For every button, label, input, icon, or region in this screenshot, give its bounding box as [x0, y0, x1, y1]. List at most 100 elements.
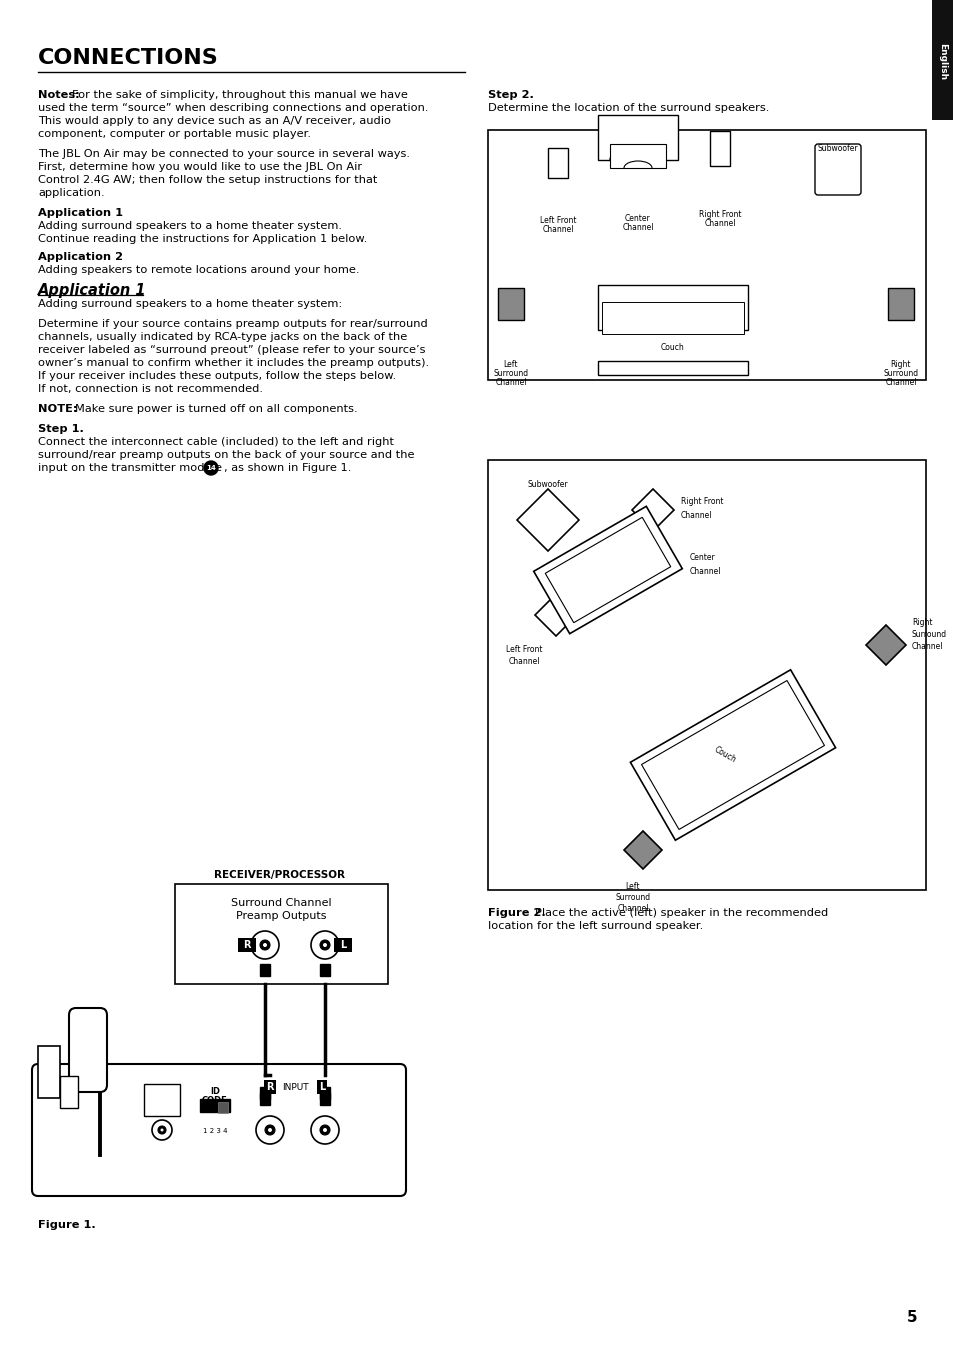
- Text: Channel: Channel: [495, 378, 526, 387]
- Polygon shape: [640, 680, 823, 829]
- Bar: [200, 1099, 230, 1112]
- Text: Surround: Surround: [882, 369, 918, 378]
- Circle shape: [158, 1126, 166, 1134]
- Text: R: R: [243, 940, 251, 950]
- Bar: [601, 302, 743, 333]
- Bar: [260, 964, 270, 976]
- Circle shape: [265, 1125, 274, 1135]
- Text: ID: ID: [210, 1087, 220, 1096]
- Text: For the sake of simplicity, throughout this manual we have: For the sake of simplicity, throughout t…: [71, 90, 408, 100]
- Text: CODE: CODE: [202, 1096, 228, 1106]
- Text: owner’s manual to confirm whether it includes the preamp outputs).: owner’s manual to confirm whether it inc…: [38, 358, 429, 369]
- Bar: [260, 1087, 270, 1099]
- Text: Adding surround speakers to a home theater system.: Adding surround speakers to a home theat…: [38, 221, 341, 231]
- FancyBboxPatch shape: [814, 144, 861, 194]
- Text: First, determine how you would like to use the JBL On Air: First, determine how you would like to u…: [38, 162, 362, 171]
- Text: INPUT: INPUT: [281, 1083, 308, 1092]
- Text: L: L: [339, 940, 346, 950]
- Polygon shape: [517, 489, 578, 551]
- Bar: [218, 1102, 228, 1112]
- Text: Right Front: Right Front: [698, 211, 740, 219]
- Text: Subwoofer: Subwoofer: [527, 481, 568, 489]
- Text: Left Front: Left Front: [539, 216, 576, 225]
- Circle shape: [251, 931, 278, 958]
- Text: Make sure power is turned off on all components.: Make sure power is turned off on all com…: [75, 404, 357, 414]
- Text: Left Front: Left Front: [505, 645, 541, 653]
- Text: Channel: Channel: [680, 512, 712, 521]
- Text: 1 2 3 4: 1 2 3 4: [203, 1129, 227, 1134]
- Text: Application 1: Application 1: [38, 284, 147, 298]
- Text: English: English: [938, 43, 946, 81]
- Bar: [237, 938, 255, 952]
- Text: Determine if your source contains preamp outputs for rear/surround: Determine if your source contains preamp…: [38, 319, 427, 329]
- Text: Channel: Channel: [689, 567, 720, 576]
- Circle shape: [263, 944, 267, 946]
- Circle shape: [319, 1125, 330, 1135]
- Text: Step 1.: Step 1.: [38, 424, 84, 433]
- Text: Couch: Couch: [660, 343, 684, 352]
- Polygon shape: [623, 832, 661, 869]
- Bar: [547, 148, 567, 178]
- Circle shape: [268, 1129, 272, 1133]
- Text: Preamp Outputs: Preamp Outputs: [235, 911, 326, 921]
- Text: If not, connection is not recommended.: If not, connection is not recommended.: [38, 383, 263, 394]
- Text: Channel: Channel: [541, 225, 573, 234]
- Text: Surround Channel: Surround Channel: [231, 898, 331, 909]
- Text: L: L: [318, 1081, 325, 1092]
- Polygon shape: [535, 594, 577, 636]
- Bar: [319, 1087, 330, 1099]
- Polygon shape: [630, 670, 835, 840]
- Bar: [319, 1094, 330, 1106]
- Text: Couch: Couch: [712, 745, 737, 765]
- Bar: [60, 1076, 78, 1108]
- Text: Adding speakers to remote locations around your home.: Adding speakers to remote locations arou…: [38, 265, 359, 275]
- Text: application.: application.: [38, 188, 105, 198]
- Text: NOTE:: NOTE:: [38, 404, 77, 414]
- Polygon shape: [631, 489, 673, 531]
- Text: , as shown in Figure 1.: , as shown in Figure 1.: [224, 463, 351, 472]
- Text: Left: Left: [625, 882, 639, 891]
- Bar: [260, 1094, 270, 1106]
- Bar: [488, 130, 925, 379]
- Text: Center: Center: [689, 554, 715, 563]
- Text: The JBL On Air may be connected to your source in several ways.: The JBL On Air may be connected to your …: [38, 148, 410, 159]
- Text: Step 2.: Step 2.: [488, 90, 534, 100]
- Text: If your receiver includes these outputs, follow the steps below.: If your receiver includes these outputs,…: [38, 371, 395, 381]
- Text: Connect the interconnect cable (included) to the left and right: Connect the interconnect cable (included…: [38, 437, 394, 447]
- Text: Channel: Channel: [617, 904, 648, 913]
- Bar: [609, 144, 665, 167]
- Circle shape: [323, 944, 327, 946]
- Text: Control 2.4G AW; then follow the setup instructions for that: Control 2.4G AW; then follow the setup i…: [38, 176, 377, 185]
- Bar: [598, 360, 747, 375]
- Text: Notes:: Notes:: [38, 90, 80, 100]
- Text: Center: Center: [624, 215, 650, 223]
- Circle shape: [152, 1120, 172, 1139]
- Text: Determine the location of the surround speakers.: Determine the location of the surround s…: [488, 103, 768, 113]
- Text: Surround: Surround: [615, 892, 650, 902]
- Text: 5: 5: [905, 1311, 917, 1326]
- Circle shape: [311, 931, 338, 958]
- Text: component, computer or portable music player.: component, computer or portable music pl…: [38, 130, 311, 139]
- Text: Left: Left: [503, 360, 517, 369]
- Text: R: R: [266, 1081, 274, 1092]
- Text: Channel: Channel: [884, 378, 916, 387]
- Text: Channel: Channel: [911, 643, 943, 652]
- Circle shape: [160, 1129, 163, 1131]
- Bar: [598, 285, 747, 329]
- Bar: [887, 288, 913, 320]
- Text: Surround: Surround: [493, 369, 528, 378]
- Text: Channel: Channel: [508, 657, 539, 666]
- Bar: [144, 1084, 180, 1116]
- Bar: [38, 1046, 60, 1098]
- Text: Right: Right: [911, 618, 931, 628]
- Text: Figure 2.: Figure 2.: [488, 909, 545, 918]
- Text: Channel: Channel: [703, 219, 735, 228]
- Bar: [497, 288, 523, 320]
- Polygon shape: [865, 625, 905, 666]
- Text: Continue reading the instructions for Application 1 below.: Continue reading the instructions for Ap…: [38, 234, 367, 244]
- Bar: [488, 460, 925, 890]
- Text: channels, usually indicated by RCA-type jacks on the back of the: channels, usually indicated by RCA-type …: [38, 332, 407, 342]
- Polygon shape: [533, 506, 681, 633]
- Circle shape: [204, 460, 218, 475]
- Circle shape: [311, 1116, 338, 1143]
